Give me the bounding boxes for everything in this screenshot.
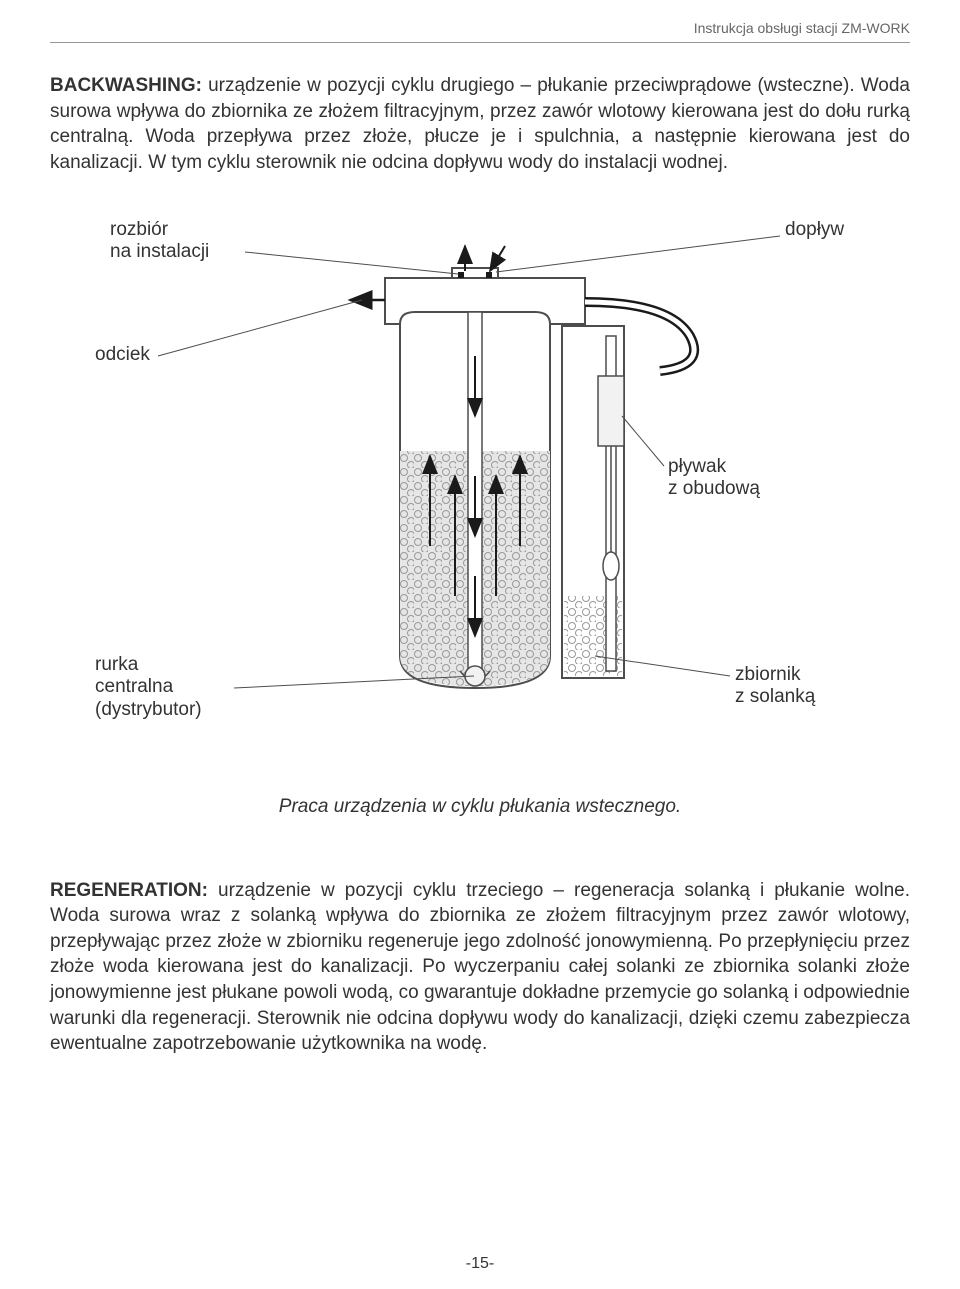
label-zbiornik: zbiornik z solanką (735, 664, 815, 710)
term-backwashing: BACKWASHING: (50, 75, 202, 96)
body-regeneration: urządzenie w pozycji cyklu trzeciego – r… (50, 880, 910, 1055)
page-number: -15- (0, 1255, 960, 1273)
diagram-backwashing: rozbiór na instalacji dopływ odciek pływ… (50, 216, 910, 776)
term-regeneration: REGENERATION: (50, 880, 208, 901)
paragraph-backwashing: BACKWASHING: urządzenie w pozycji cyklu … (50, 73, 910, 176)
label-plywak: pływak z obudową (668, 456, 760, 502)
label-doplyw: dopływ (785, 219, 844, 242)
paragraph-regeneration: REGENERATION: urządzenie w pozycji cyklu… (50, 878, 910, 1057)
header-title: Instrukcja obsługi stacji ZM-WORK (50, 20, 910, 43)
diagram-caption: Praca urządzenia w cyklu płukania wstecz… (50, 796, 910, 818)
label-rurka: rurka centralna (dystrybutor) (95, 654, 202, 722)
label-rozbior: rozbiór na instalacji (110, 219, 209, 265)
label-odciek: odciek (95, 344, 150, 367)
